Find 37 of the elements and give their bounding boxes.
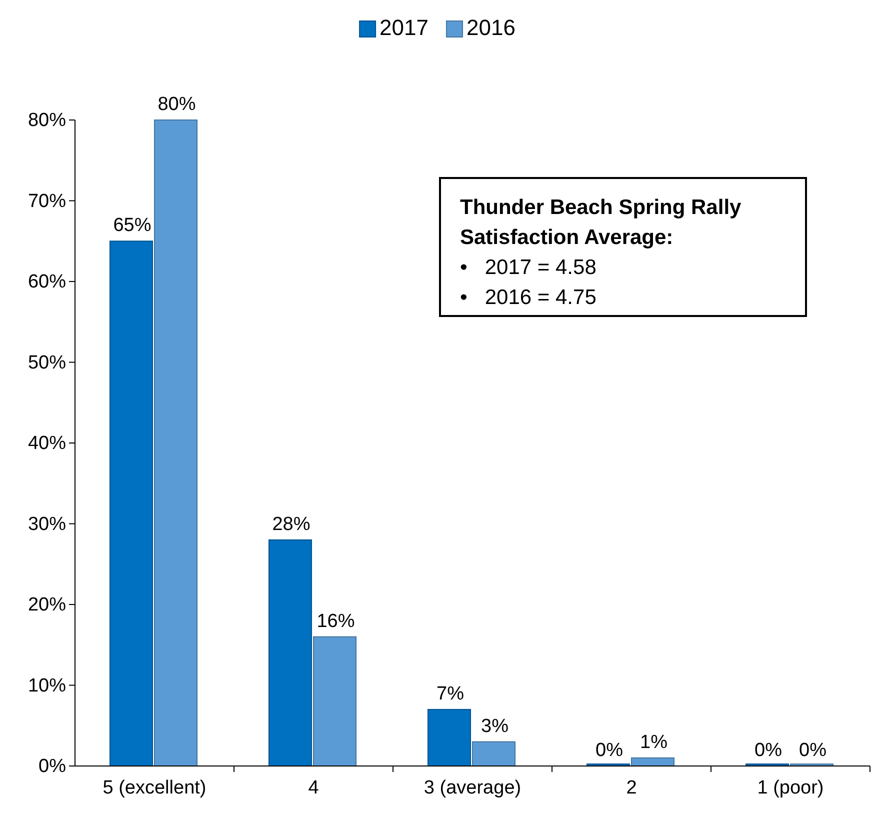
data-label: 0%	[754, 740, 782, 761]
text-box: Thunder Beach Spring Rally Satisfaction Average: • 2017 = 4.58 • 2016 = 4.75	[439, 177, 807, 317]
data-label: 80%	[158, 94, 196, 115]
data-label: 16%	[316, 610, 355, 632]
y-tick-label: 30%	[28, 514, 66, 535]
data-label: 1%	[640, 732, 668, 753]
data-label: 65%	[113, 215, 152, 236]
y-tick-label: 40%	[28, 433, 66, 454]
x-tick-label: 3 (average)	[424, 777, 522, 798]
y-tick-label: 0%	[38, 756, 66, 778]
y-tick-label: 50%	[28, 352, 66, 374]
y-tick-label: 10%	[28, 675, 66, 696]
data-label: 0%	[799, 740, 827, 761]
bar	[472, 741, 516, 766]
y-tick-label: 60%	[28, 272, 66, 293]
x-tick-label: 1 (poor)	[757, 777, 824, 798]
data-label: 3%	[481, 716, 509, 737]
annotation: • 2017 = 4.58	[460, 256, 596, 279]
bar	[427, 708, 471, 766]
legend-label: 2016	[466, 15, 516, 40]
bar	[109, 240, 153, 766]
data-label: 7%	[436, 683, 464, 704]
x-tick-label: 2	[626, 777, 637, 798]
bar	[268, 539, 312, 766]
y-tick-label: 20%	[28, 594, 66, 616]
x-tick-label: 4	[308, 777, 320, 798]
x-tick-label: 5 (excellent)	[102, 777, 206, 798]
bar	[631, 757, 675, 766]
bar	[313, 636, 357, 766]
data-label: 28%	[272, 514, 310, 535]
annotation: • 2016 = 4.75	[460, 286, 596, 309]
y-tick-label: 70%	[28, 190, 66, 212]
data-label: 0%	[596, 740, 624, 761]
legend-label: 2017	[380, 15, 428, 40]
annotation: Thunder Beach Spring Rally Satisfaction Average:	[460, 196, 742, 249]
bar	[154, 120, 198, 766]
y-tick-label: 80%	[28, 110, 66, 132]
